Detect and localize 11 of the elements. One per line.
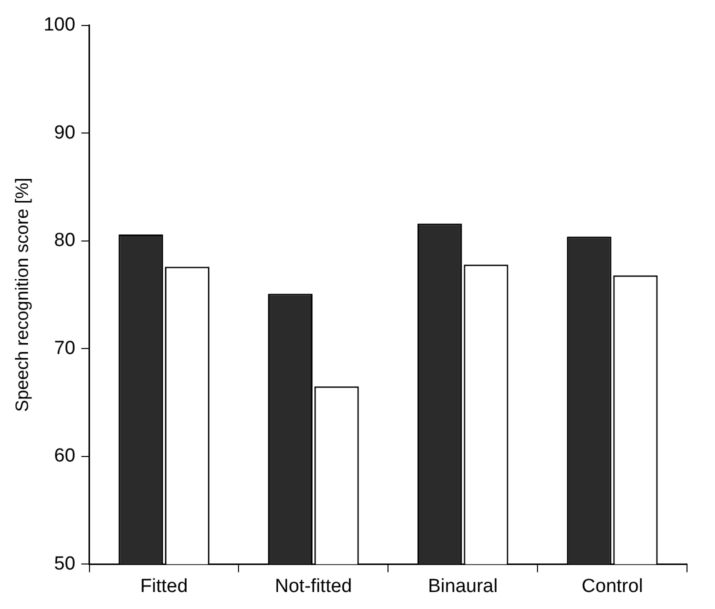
x-tick-label: Not-fitted	[274, 576, 352, 597]
y-tick-label: 70	[54, 338, 76, 359]
x-tick-label: Control	[582, 576, 643, 597]
y-tick-label: 50	[54, 553, 76, 574]
y-axis-title: Speech recognition score [%]	[12, 178, 32, 412]
y-tick-label: 60	[54, 446, 76, 467]
y-tick-label: 100	[44, 14, 76, 36]
y-tick-label: 90	[54, 122, 76, 144]
x-tick-label: Fitted	[140, 576, 188, 597]
x-tick-label: Binaural	[428, 576, 498, 597]
y-tick-label: 80	[54, 230, 76, 252]
